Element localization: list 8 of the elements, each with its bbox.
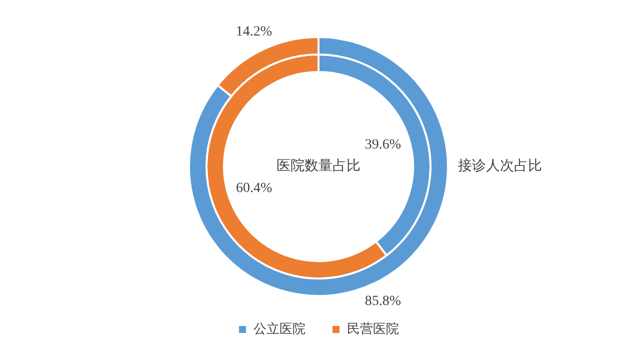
data-label: 39.6% — [364, 137, 402, 152]
legend-label: 公立医院 — [254, 320, 306, 336]
data-label: 14.2% — [236, 24, 272, 40]
data-label: 60.4% — [236, 181, 272, 196]
data-label: 85.8% — [364, 294, 402, 310]
legend-label: 民营医院 — [347, 320, 399, 336]
slice-label: 医院数量占比 — [276, 158, 360, 174]
slice-label: 接诊人次占比 — [458, 158, 542, 174]
